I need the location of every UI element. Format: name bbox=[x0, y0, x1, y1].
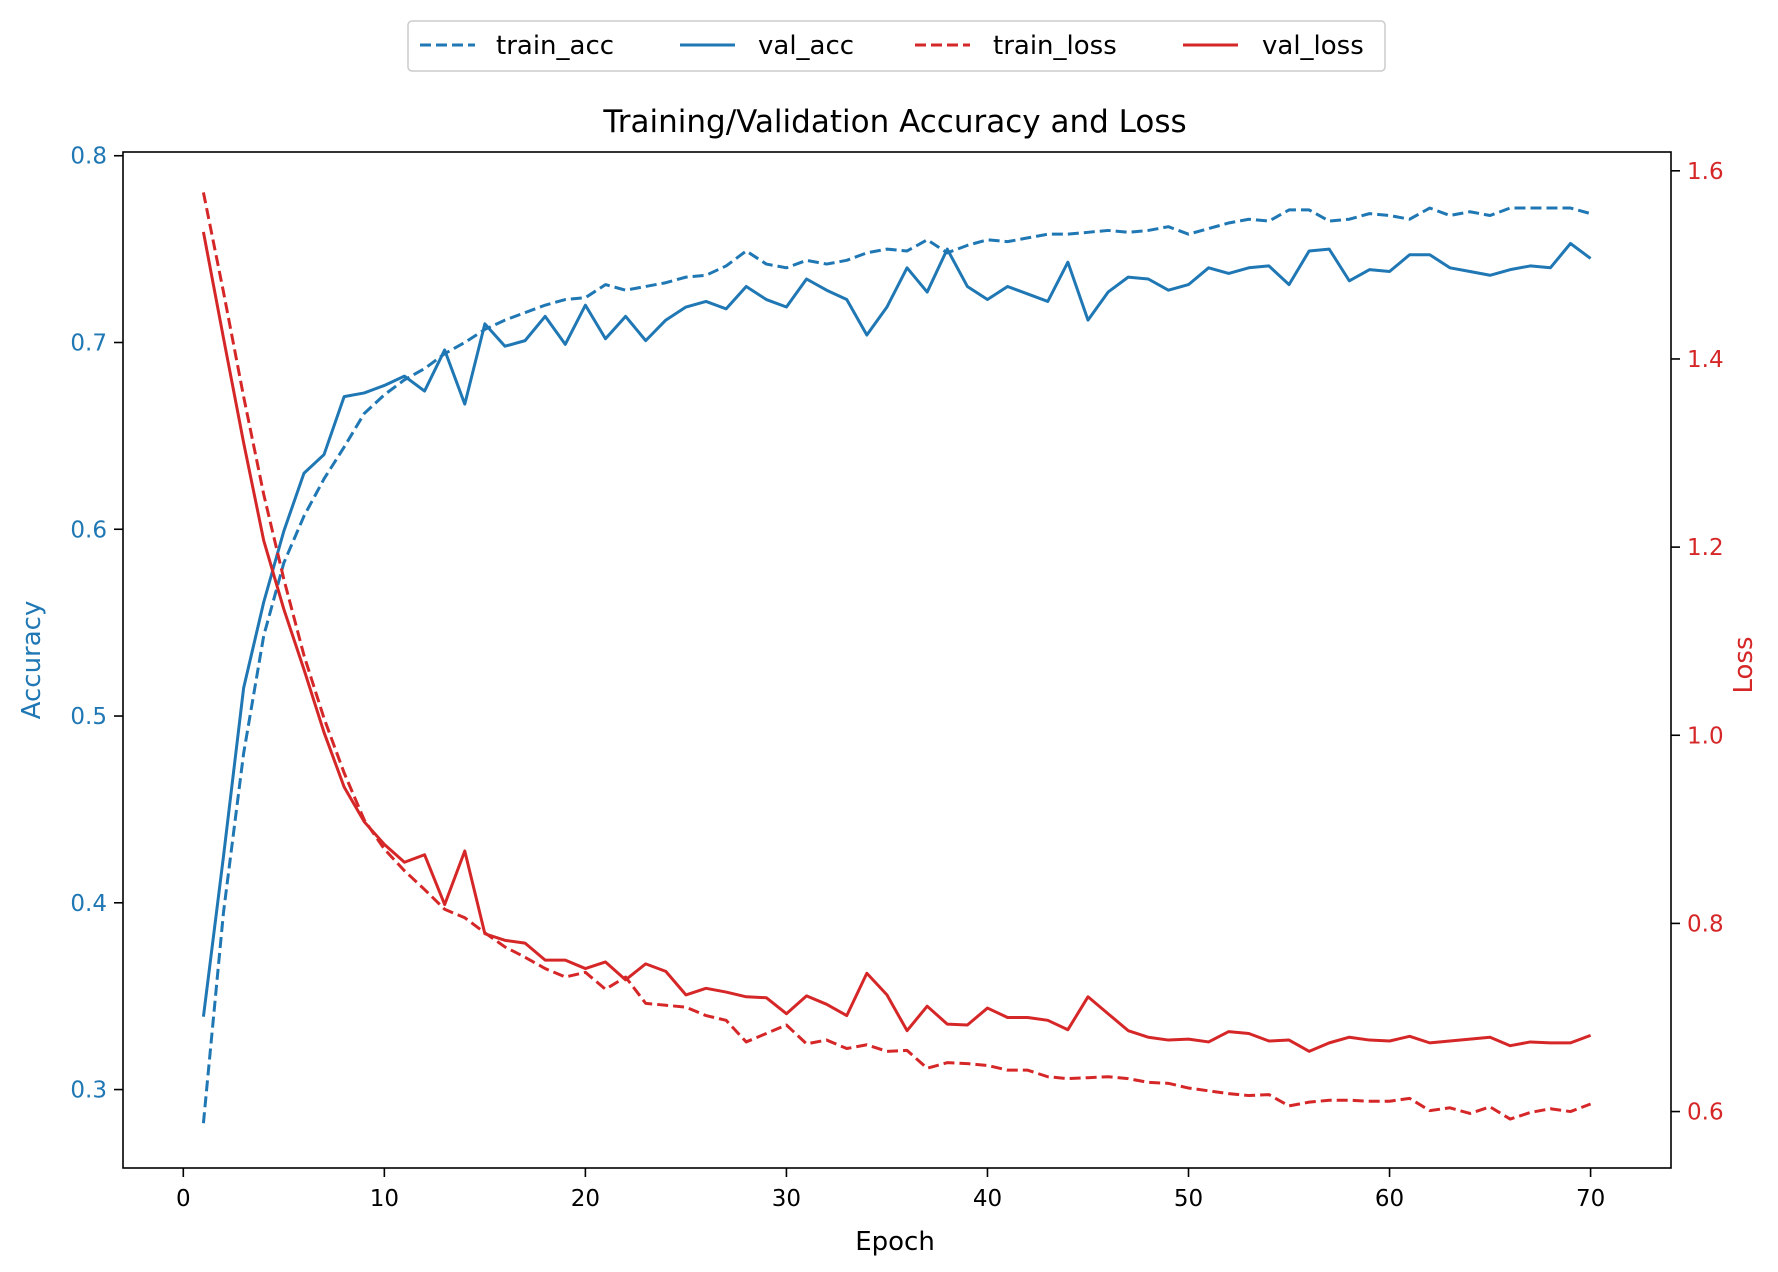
right-y-tick-label: 1.2 bbox=[1687, 535, 1724, 561]
x-tick-label: 50 bbox=[1174, 1186, 1203, 1212]
left-y-tick-label: 0.3 bbox=[70, 1078, 107, 1104]
x-axis: 0 10 20 30 40 50 60 70 bbox=[176, 1168, 1605, 1212]
left-y-axis-label: Accuracy bbox=[17, 601, 47, 720]
legend-train-loss-label: train_loss bbox=[993, 31, 1117, 61]
x-tick-label: 70 bbox=[1576, 1186, 1605, 1212]
left-y-tick-label: 0.4 bbox=[70, 891, 107, 917]
left-y-tick-label: 0.5 bbox=[70, 704, 107, 730]
x-tick-label: 60 bbox=[1375, 1186, 1404, 1212]
right-y-axis-label: Loss bbox=[1729, 636, 1759, 693]
legend: train_acc val_acc train_loss val_loss bbox=[407, 20, 1386, 72]
x-axis-label: Epoch bbox=[855, 1227, 935, 1257]
x-tick-label: 0 bbox=[176, 1186, 191, 1212]
x-tick-label: 40 bbox=[973, 1186, 1002, 1212]
right-y-tick-label: 1.4 bbox=[1687, 347, 1724, 373]
right-y-tick-label: 1.0 bbox=[1687, 723, 1724, 749]
x-tick-label: 30 bbox=[772, 1186, 801, 1212]
legend-frame bbox=[407, 20, 1386, 72]
left-y-tick-label: 0.7 bbox=[70, 331, 107, 357]
legend-train-acc-label: train_acc bbox=[496, 31, 614, 61]
chart-title: Training/Validation Accuracy and Loss bbox=[602, 104, 1186, 140]
legend-val-loss-label: val_loss bbox=[1262, 31, 1364, 61]
left-y-axis: 0.3 0.4 0.5 0.6 0.7 0.8 bbox=[70, 144, 123, 1104]
plot-frame bbox=[122, 151, 1672, 1169]
right-y-tick-label: 0.6 bbox=[1687, 1100, 1724, 1126]
series-line-val-loss bbox=[201, 231, 1592, 1053]
left-y-tick-label: 0.8 bbox=[70, 144, 107, 170]
left-y-tick-label: 0.6 bbox=[70, 517, 107, 543]
series-line-train-acc bbox=[201, 206, 1591, 1124]
right-y-tick-label: 0.8 bbox=[1687, 911, 1724, 937]
x-tick-label: 10 bbox=[370, 1186, 399, 1212]
right-y-tick-label: 1.6 bbox=[1687, 159, 1724, 185]
series-layer bbox=[201, 192, 1592, 1124]
x-tick-label: 20 bbox=[571, 1186, 600, 1212]
series-line-val-acc bbox=[201, 242, 1592, 1017]
series-line-train-loss bbox=[201, 192, 1592, 1121]
right-y-axis: 0.6 0.8 1.0 1.2 1.4 1.6 bbox=[1671, 159, 1724, 1126]
legend-val-acc-label: val_acc bbox=[758, 31, 854, 61]
